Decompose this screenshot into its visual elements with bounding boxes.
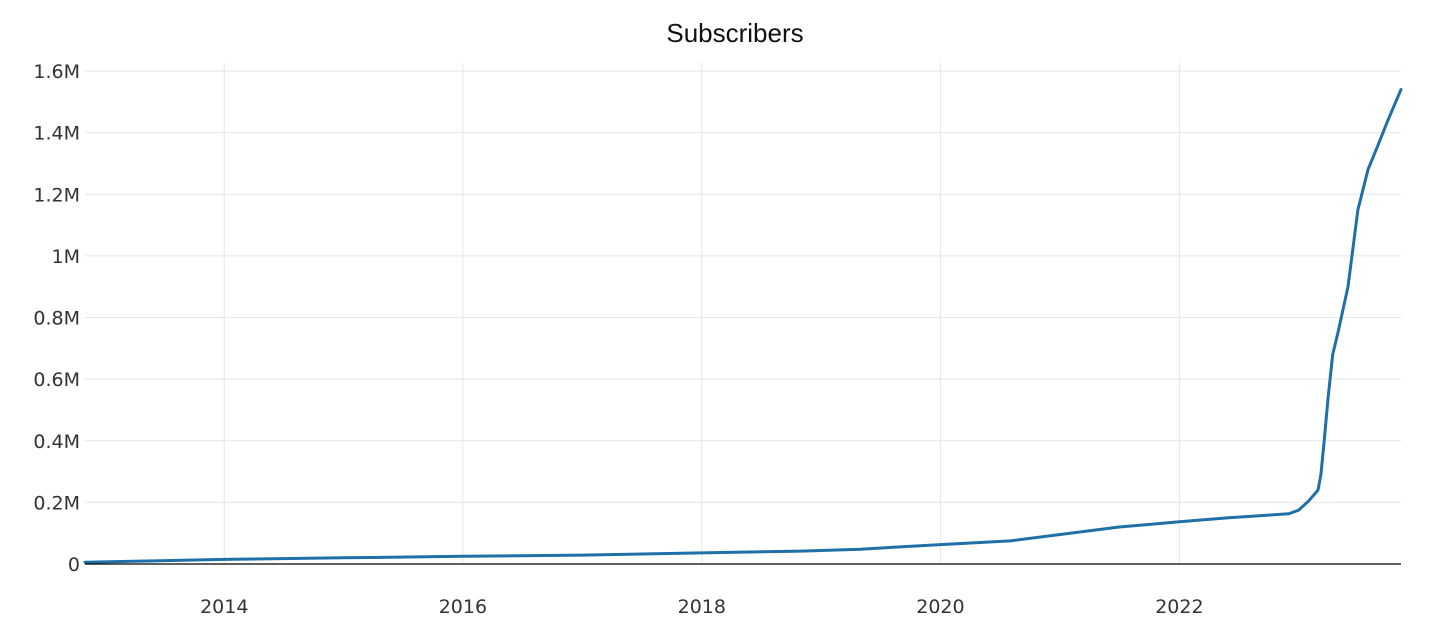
- series-layer: [83, 88, 1403, 564]
- y-tick-label: 0.4M: [33, 431, 80, 453]
- y-tick-label: 0: [68, 554, 80, 576]
- x-tick-label: 2020: [916, 596, 964, 618]
- y-axis-tick-labels: 0 0.2M 0.4M 0.6M 0.8M 1M 1.2M 1.4M 1.6M: [33, 61, 80, 576]
- chart-title: Subscribers: [666, 18, 803, 48]
- grid-layer: [85, 63, 1401, 564]
- y-tick-label: 0.8M: [33, 308, 80, 330]
- y-tick-label: 1.6M: [33, 61, 80, 83]
- series-line: [83, 88, 1403, 564]
- y-tick-label: 1.4M: [33, 123, 80, 145]
- y-tick-label: 0.6M: [33, 369, 80, 391]
- x-tick-label: 2014: [200, 596, 248, 618]
- y-tick-label: 0.2M: [33, 492, 80, 514]
- y-tick-label: 1M: [52, 246, 80, 268]
- x-tick-label: 2016: [439, 596, 487, 618]
- x-tick-label: 2018: [678, 596, 726, 618]
- y-tick-label: 1.2M: [33, 184, 80, 206]
- x-tick-label: 2022: [1155, 596, 1203, 618]
- x-axis-tick-labels: 2014 2016 2018 2020 2022: [200, 596, 1203, 618]
